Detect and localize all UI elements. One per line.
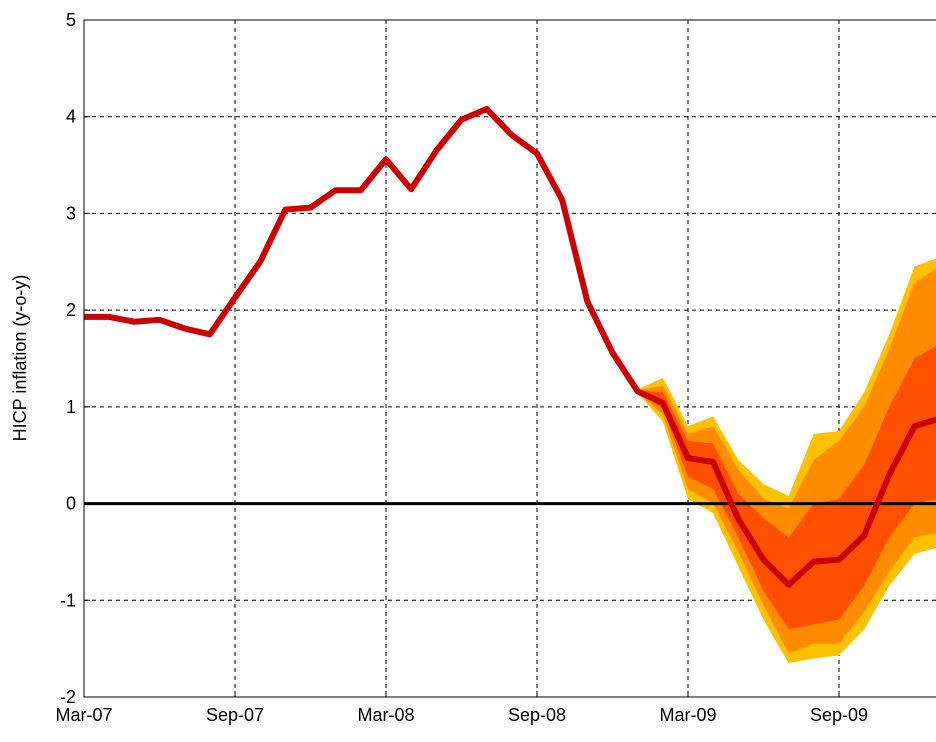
y-axis-label: HICP inflation (y-o-y) xyxy=(10,275,30,442)
y-tick-label: 1 xyxy=(66,397,76,417)
line xyxy=(84,105,936,588)
axis-frame xyxy=(83,19,936,698)
y-tick-label: -2 xyxy=(60,687,76,707)
y-tick-label: 3 xyxy=(66,203,76,223)
x-tick-label: Mar-07 xyxy=(55,705,112,725)
fan-band xyxy=(637,346,936,630)
x-tick-label: Mar-09 xyxy=(659,705,716,725)
y-tick-label: 4 xyxy=(66,107,76,127)
axes: -2 -1 0 1 2 3 4 5 Mar-07 Sep-07 Mar-08 Sep-08 Mar-09… xyxy=(55,10,936,725)
x-tick-label: Sep-09 xyxy=(810,705,868,725)
plot-area xyxy=(84,105,936,664)
y-tick-label: -1 xyxy=(60,590,76,610)
y-tick-label: 5 xyxy=(66,10,76,30)
x-tick-label: Sep-07 xyxy=(206,705,264,725)
x-tick-label: Sep-08 xyxy=(508,705,566,725)
y-tick-label: 2 xyxy=(66,300,76,320)
x-tick-label: Mar-08 xyxy=(357,705,414,725)
y-tick-label: 0 xyxy=(66,494,76,514)
